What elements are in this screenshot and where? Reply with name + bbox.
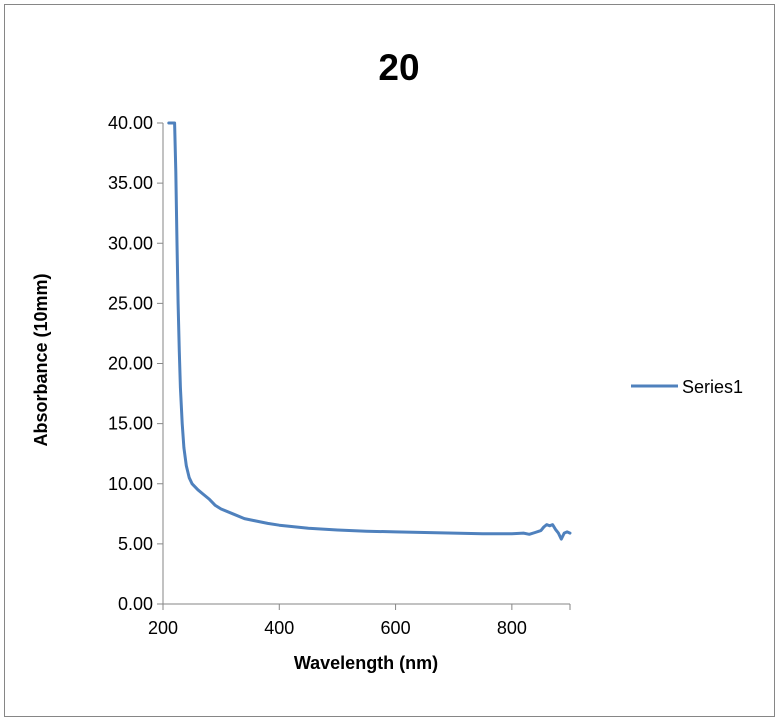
chart-title: 20 <box>378 47 419 88</box>
y-tick-label: 20.00 <box>108 354 153 374</box>
x-axis-title: Wavelength (nm) <box>294 653 438 673</box>
y-tick-label: 35.00 <box>108 173 153 193</box>
x-tick-label: 200 <box>148 618 178 638</box>
series1-line <box>169 123 570 539</box>
y-tick-label: 25.00 <box>108 293 153 313</box>
legend: Series1 <box>631 377 743 397</box>
y-tick-label: 40.00 <box>108 113 153 133</box>
y-tick-label: 0.00 <box>118 594 153 614</box>
x-tick-label: 800 <box>497 618 527 638</box>
y-axis-ticks: 0.00 5.00 10.00 15.00 20.00 25.00 30.00 35.00 40… <box>108 113 163 614</box>
y-tick-label: 30.00 <box>108 233 153 253</box>
y-tick-label: 10.00 <box>108 474 153 494</box>
y-tick-label: 15.00 <box>108 414 153 434</box>
x-tick-label: 600 <box>381 618 411 638</box>
legend-label-series1: Series1 <box>682 377 743 397</box>
x-tick-label: 400 <box>264 618 294 638</box>
x-axis-ticks: 200 400 600 800 <box>148 604 570 638</box>
y-axis-title: Absorbance (10mm) <box>31 273 51 446</box>
y-tick-label: 5.00 <box>118 534 153 554</box>
